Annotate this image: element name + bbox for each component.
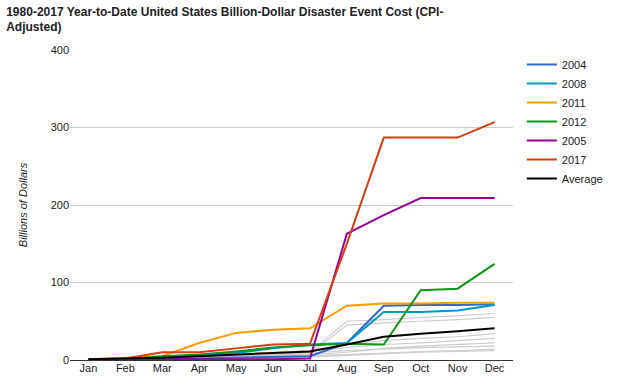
svg-text:Jun: Jun (264, 362, 282, 374)
svg-text:2011: 2011 (562, 97, 586, 109)
svg-text:2012: 2012 (562, 116, 586, 128)
svg-text:300: 300 (51, 121, 69, 133)
svg-text:Jan: Jan (80, 362, 98, 374)
svg-text:Apr: Apr (191, 362, 208, 374)
svg-text:400: 400 (51, 44, 69, 56)
svg-text:Billions of Dollars: Billions of Dollars (17, 162, 29, 247)
svg-text:1980-2017 Year-to-Date United: 1980-2017 Year-to-Date United States Bil… (6, 5, 443, 35)
svg-text:2004: 2004 (562, 59, 586, 71)
svg-text:May: May (226, 362, 247, 374)
svg-text:2008: 2008 (562, 78, 586, 90)
svg-text:Oct: Oct (412, 362, 429, 374)
svg-text:200: 200 (51, 199, 69, 211)
svg-text:Mar: Mar (153, 362, 172, 374)
svg-text:Nov: Nov (448, 362, 468, 374)
svg-text:Dec: Dec (485, 362, 505, 374)
svg-text:0: 0 (63, 354, 69, 366)
svg-text:Average: Average (562, 173, 603, 185)
svg-text:Sep: Sep (374, 362, 394, 374)
svg-text:100: 100 (51, 276, 69, 288)
svg-text:Aug: Aug (337, 362, 357, 374)
svg-text:2017: 2017 (562, 154, 586, 166)
svg-text:Feb: Feb (116, 362, 135, 374)
svg-text:2005: 2005 (562, 135, 586, 147)
svg-text:Jul: Jul (303, 362, 317, 374)
